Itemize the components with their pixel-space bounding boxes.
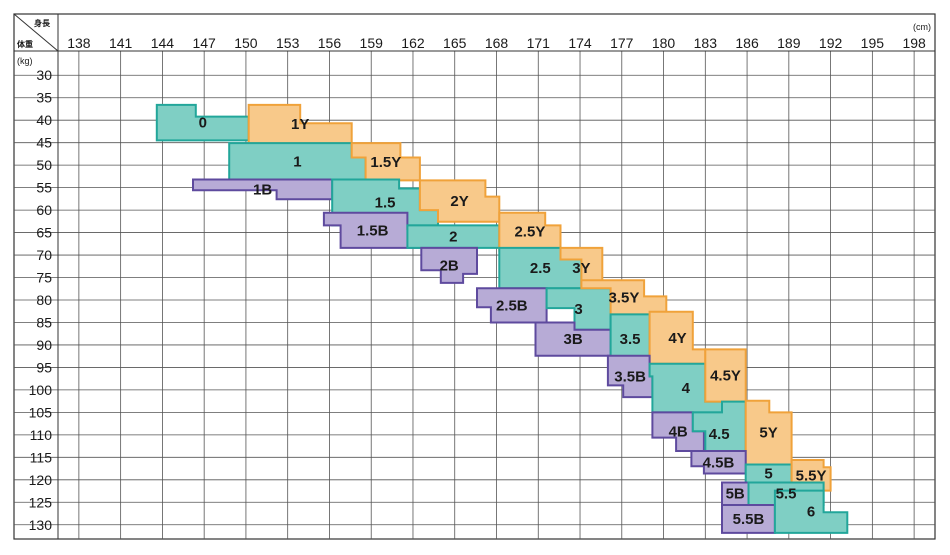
x-tick-label: 138 [67,35,91,51]
zone-label: 0 [199,115,207,132]
zone-label: 3B [564,331,583,348]
x-tick-label: 186 [735,35,759,51]
y-tick-label: 115 [30,449,53,465]
x-tick-label: 162 [401,35,425,51]
y-tick-label: 35 [36,90,52,106]
zone-label: 4.5 [709,426,730,443]
zone-label: 2Y [450,193,468,210]
y-tick-label: 65 [36,225,52,241]
x-tick-label: 150 [234,35,258,51]
zone-6 [773,489,849,534]
y-header: 体重 [17,39,33,49]
x-tick-label: 141 [109,35,133,51]
y-tick-label: 60 [36,202,52,218]
y-unit: (kg) [17,56,33,66]
x-tick-label: 168 [485,35,509,51]
x-tick-label: 156 [318,35,342,51]
zone-label: 6 [807,504,815,521]
zone-label: 3.5B [614,368,646,385]
x-tick-label: 165 [443,35,467,51]
zone-label: 4B [669,424,688,441]
x-tick-label: 144 [151,35,175,51]
y-tick-label: 100 [29,382,53,398]
x-tick-label: 198 [902,35,926,51]
y-tick-label: 50 [36,157,52,173]
y-tick-label: 40 [36,112,52,128]
zone-2b [420,246,478,284]
zone-label: 3Y [572,260,590,277]
y-tick-label: 30 [36,67,52,83]
x-tick-label: 177 [610,35,634,51]
zone-label: 2.5B [496,297,528,314]
x-tick-label: 159 [360,35,384,51]
zone-label: 1.5B [357,222,389,239]
zone-label: 1.5 [375,195,396,212]
zone-label: 3.5Y [608,289,639,306]
zone-label: 5 [764,466,772,483]
y-tick-label: 95 [36,359,52,375]
size-zones [155,103,849,534]
y-tick-label: 125 [29,494,53,510]
zone-label: 3.5 [620,331,641,348]
zone-label: 5B [726,486,745,503]
y-tick-label: 45 [36,135,52,151]
x-tick-label: 153 [276,35,300,51]
x-tick-label: 192 [819,35,843,51]
zone-label: 2B [440,257,459,274]
x-tick-label: 183 [694,35,718,51]
zone-label: 4.5Y [710,368,741,385]
y-tick-label: 80 [36,292,52,308]
zone-label: 2.5 [530,260,551,277]
x-tick-label: 174 [568,35,592,51]
x-tick-label: 147 [192,35,216,51]
zone-label: 5.5Y [796,467,827,484]
zone-label: 2 [449,229,457,246]
zone-label: 1.5Y [370,154,401,171]
zone-label: 4 [682,380,691,397]
y-tick-label: 70 [36,247,52,263]
x-tick-label: 171 [527,35,551,51]
header-diagonal [13,13,59,52]
zone-label: 4.5B [703,454,735,471]
zone-label: 1 [293,153,301,170]
zone-label: 5.5 [776,486,797,503]
x-tick-label: 189 [777,35,801,51]
x-unit: (cm) [913,22,931,32]
zone-label: 2.5Y [514,224,545,241]
x-header: 身長 [34,18,51,28]
zone-labels: 0 1Y 1 1.5Y 1B 1.5 2Y 1.5B 2 2.5Y 2B 2.5 3Y 2.5B 3 3.5Y… [199,115,827,528]
y-tick-label: 130 [29,517,53,533]
y-tick-label: 85 [36,314,52,330]
y-tick-label: 110 [30,427,53,443]
x-tick-label: 180 [652,35,676,51]
y-tick-label: 55 [36,180,52,196]
zone-label: 5Y [759,425,777,442]
zone-label: 1B [253,181,272,198]
x-tick-label: 195 [861,35,885,51]
zone-4-5b [690,450,747,475]
axes: 身長 体重 (kg) (cm) [13,13,935,539]
zone-label: 4Y [668,330,686,347]
y-tick-label: 75 [36,270,52,286]
zone-label: 3 [574,301,582,318]
zone-label: 5.5B [733,511,765,528]
y-tick-label: 105 [29,404,53,420]
y-tick-label: 90 [36,337,52,353]
y-tick-label: 120 [29,472,53,488]
zone-label: 1Y [291,116,309,133]
